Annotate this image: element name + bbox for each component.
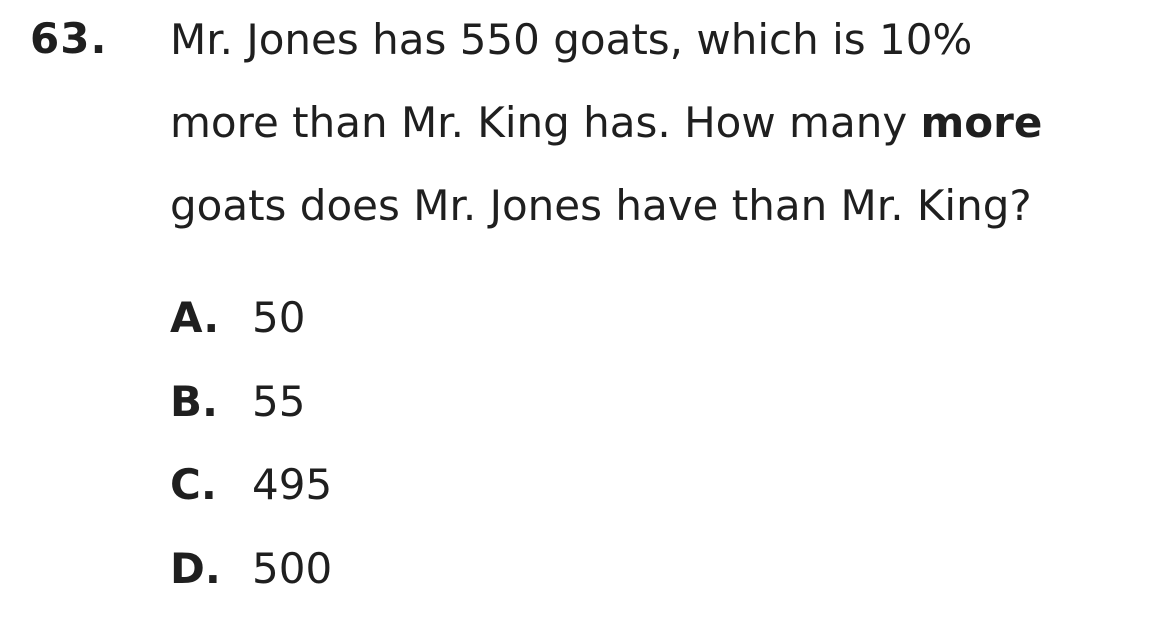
choice-b[interactable]: B. 55 (170, 372, 332, 456)
stem-line-1: Mr. Jones has 550 goats, which is 10% (170, 0, 1160, 81)
question-number: 63. (30, 14, 107, 64)
choice-d-text: 500 (252, 539, 332, 599)
stem-line-2-text: more than Mr. King has. How many (170, 98, 921, 147)
emphasis-more: more (921, 98, 1043, 147)
question-stem: Mr. Jones has 550 goats, which is 10% mo… (170, 0, 1160, 247)
choice-c-letter: C. (170, 455, 252, 515)
choice-a-letter: A. (170, 288, 252, 348)
stem-line-3: goats does Mr. Jones have than Mr. King? (170, 164, 1160, 247)
stem-line-2: more than Mr. King has. How many more (170, 81, 1160, 164)
choice-d-letter: D. (170, 539, 252, 599)
answer-choices: A. 50 B. 55 C. 495 D. 500 (170, 288, 332, 622)
choice-b-text: 55 (252, 372, 305, 432)
choice-c[interactable]: C. 495 (170, 455, 332, 539)
choice-b-letter: B. (170, 372, 252, 432)
choice-a[interactable]: A. 50 (170, 288, 332, 372)
choice-a-text: 50 (252, 288, 305, 348)
choice-c-text: 495 (252, 455, 332, 515)
choice-d[interactable]: D. 500 (170, 539, 332, 622)
